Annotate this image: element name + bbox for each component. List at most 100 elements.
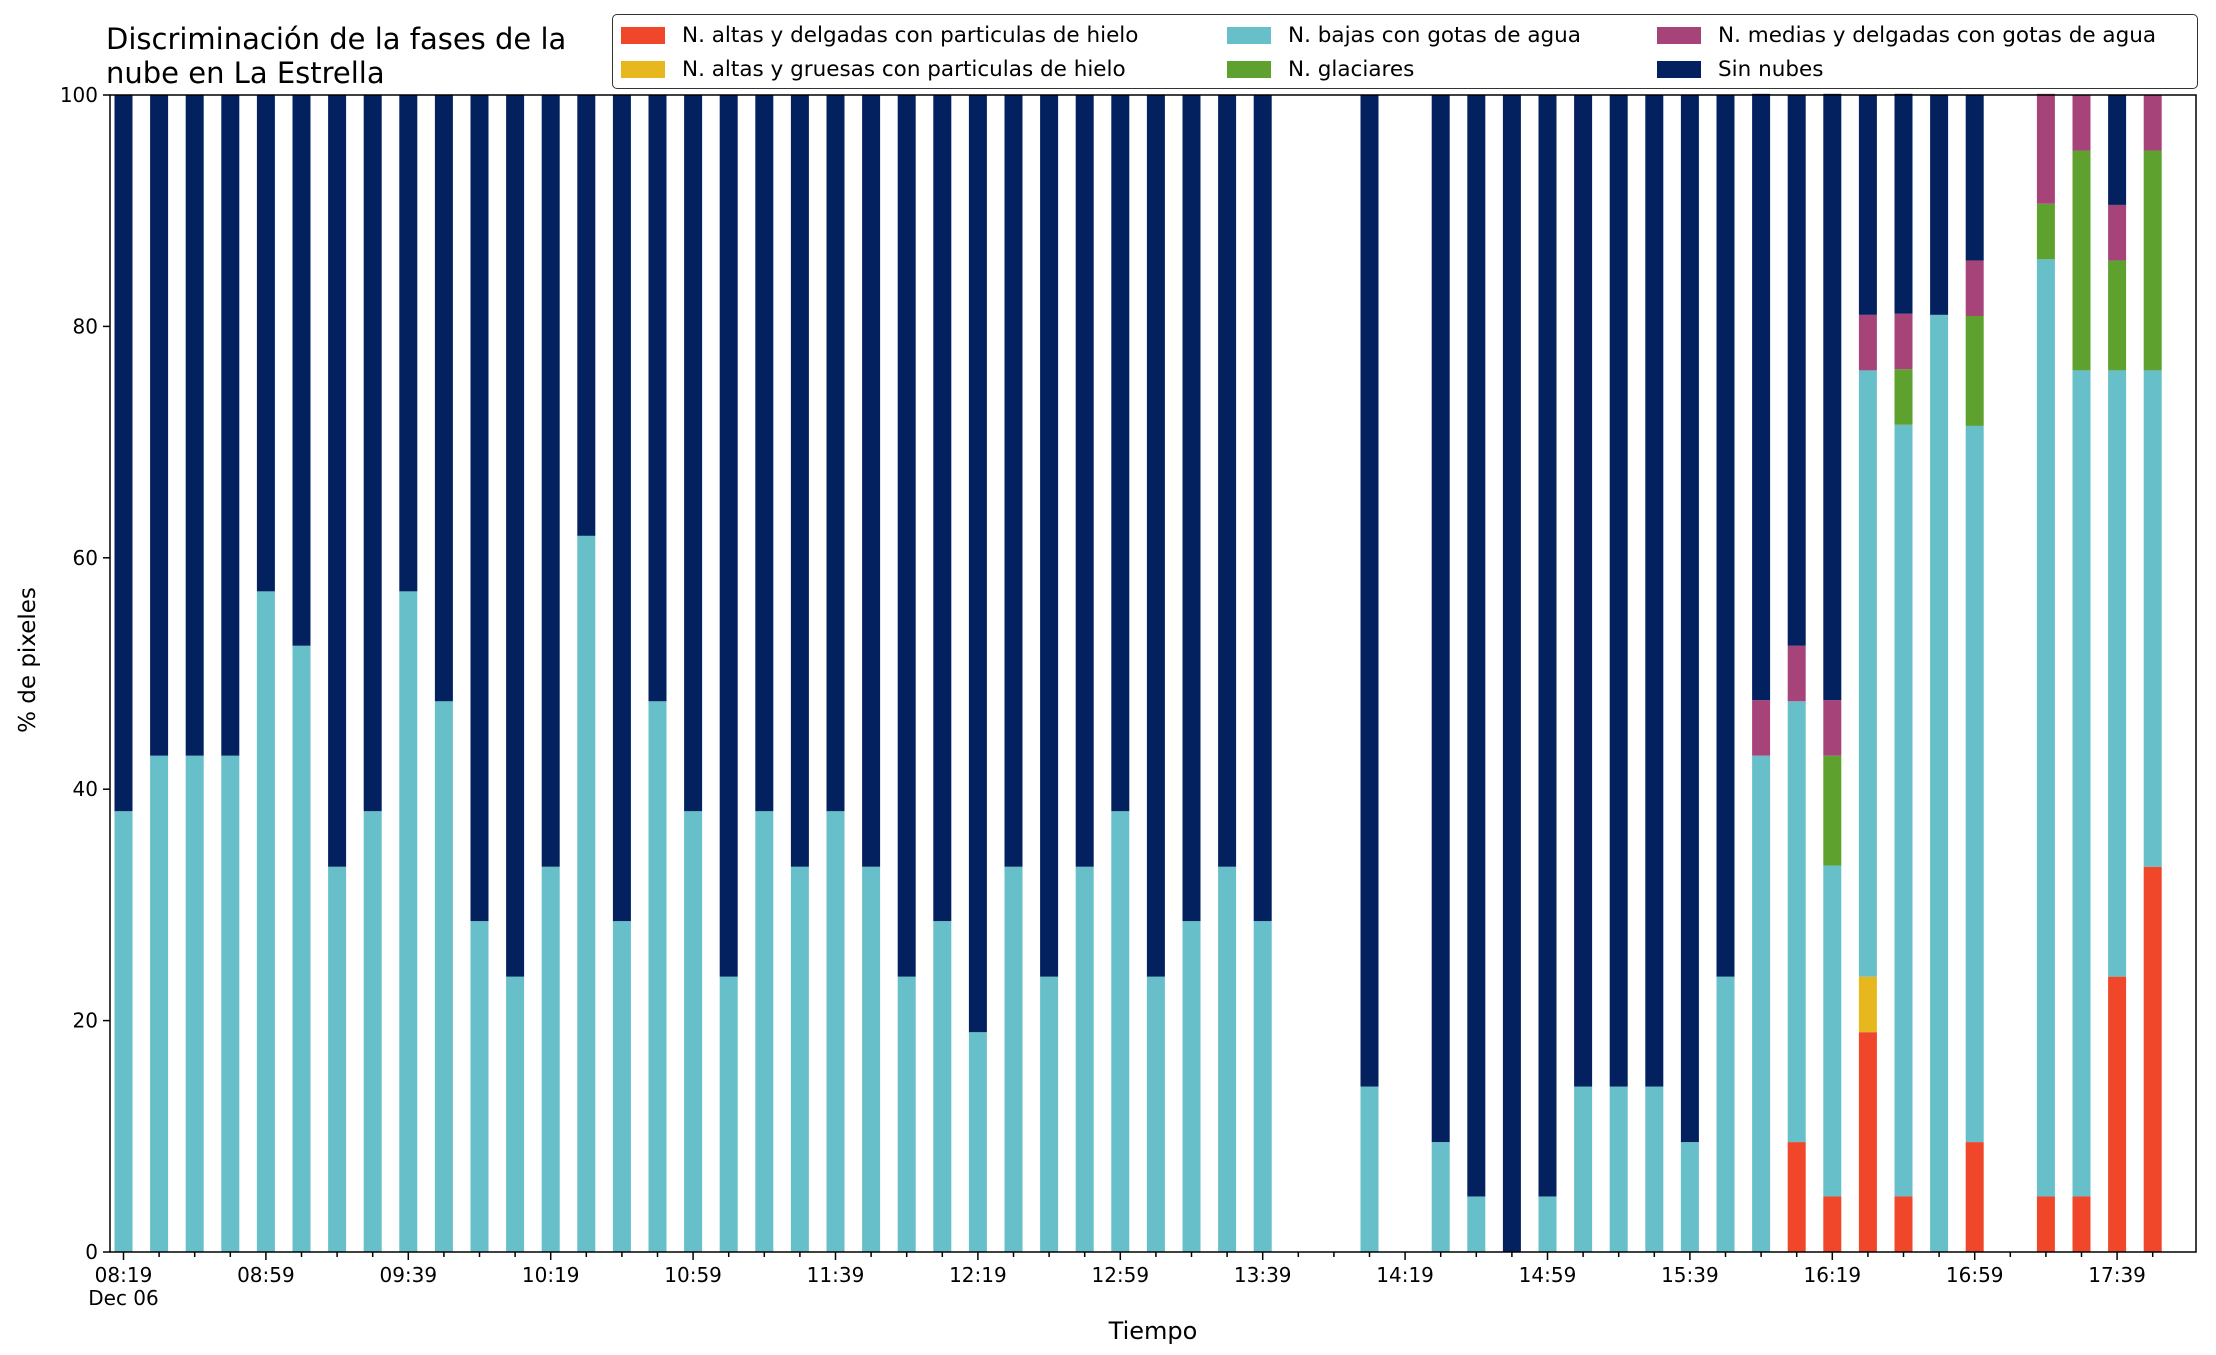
bar-segment bbox=[2036, 93, 2055, 204]
bar-segment bbox=[470, 921, 489, 1252]
bar-segment bbox=[1574, 1086, 1593, 1252]
bar-segment bbox=[1040, 976, 1059, 1252]
bar-segment bbox=[2036, 259, 2055, 1197]
bar-segment bbox=[185, 755, 204, 1252]
bar-segment bbox=[1858, 1032, 1877, 1252]
x-tick-label: 17:39 bbox=[2088, 1263, 2146, 1287]
legend-item-bajas-agua: N. bajas con gotas de agua bbox=[1227, 23, 1581, 48]
bar-segment bbox=[862, 866, 881, 1252]
bar-segment bbox=[150, 95, 169, 756]
legend-item-medias-agua: N. medias y delgadas con gotas de agua bbox=[1657, 23, 2156, 48]
legend-swatch bbox=[1227, 27, 1271, 44]
bar-segment bbox=[2036, 203, 2055, 260]
legend-label: Sin nubes bbox=[1718, 57, 1824, 82]
bar-segment bbox=[363, 811, 382, 1252]
bar-segment bbox=[2108, 204, 2127, 261]
legend-item-sin-nubes: Sin nubes bbox=[1657, 57, 1823, 82]
bar-segment bbox=[256, 591, 275, 1252]
bar-segment bbox=[2108, 976, 2127, 1252]
bar-segment bbox=[2072, 1196, 2091, 1252]
bar-segment bbox=[1787, 701, 1806, 1143]
x-tick-label: 14:19 bbox=[1376, 1263, 1434, 1287]
bar-segment bbox=[1146, 95, 1165, 977]
legend: N. altas y delgadas con particulas de hi… bbox=[612, 14, 2198, 89]
bar-segment bbox=[2072, 150, 2091, 371]
bar-segment bbox=[1787, 645, 1806, 702]
y-tick-label: 60 bbox=[73, 546, 98, 570]
bar-segment bbox=[1075, 866, 1094, 1252]
bar-segment bbox=[1930, 95, 1949, 315]
bar-segment bbox=[1894, 93, 1913, 314]
bar-segment bbox=[968, 1032, 987, 1252]
bar-segment bbox=[1858, 370, 1877, 977]
x-tick-label: 16:19 bbox=[1803, 1263, 1861, 1287]
bar-segment bbox=[1858, 314, 1877, 371]
x-tick-label: 16:59 bbox=[1946, 1263, 2004, 1287]
x-tick-label: 13:39 bbox=[1234, 1263, 1292, 1287]
y-tick-label: 80 bbox=[73, 314, 98, 338]
bar-segment bbox=[933, 95, 952, 922]
bar-segment bbox=[1787, 95, 1806, 646]
bar-segment bbox=[1680, 1142, 1699, 1252]
bar-segment bbox=[1146, 976, 1165, 1252]
bar-segment bbox=[1004, 95, 1023, 867]
bar-segment bbox=[1360, 1086, 1379, 1252]
y-tick-label: 100 bbox=[60, 83, 98, 107]
x-tick-label: 12:59 bbox=[1091, 1263, 1149, 1287]
legend-label: N. medias y delgadas con gotas de agua bbox=[1718, 23, 2157, 48]
x-tick-label: 10:59 bbox=[664, 1263, 722, 1287]
x-tick-label: 09:39 bbox=[379, 1263, 437, 1287]
x-tick-label: 08:59 bbox=[237, 1263, 295, 1287]
bar-segment bbox=[862, 95, 881, 867]
bar-segment bbox=[1965, 425, 1984, 1143]
bar-segment bbox=[897, 976, 916, 1252]
bar-segment bbox=[1716, 976, 1735, 1252]
bar-segment bbox=[114, 811, 133, 1252]
bar-segment bbox=[684, 811, 703, 1252]
x-tick-label: 08:19 bbox=[95, 1263, 153, 1287]
bar-segment bbox=[577, 95, 596, 536]
x-tick-sublabel: Dec 06 bbox=[88, 1286, 159, 1310]
bar-segment bbox=[292, 95, 311, 646]
bar-segment bbox=[826, 811, 845, 1252]
legend-label: N. altas y delgadas con particulas de hi… bbox=[682, 23, 1139, 48]
bar-segment bbox=[1858, 976, 1877, 1033]
bar-segment bbox=[1040, 95, 1059, 977]
bar-segment bbox=[755, 811, 774, 1252]
legend-swatch bbox=[621, 61, 665, 78]
bar-segment bbox=[933, 921, 952, 1252]
bar-segment bbox=[221, 95, 240, 756]
bar-segment bbox=[1075, 95, 1094, 867]
legend-swatch bbox=[1657, 61, 1701, 78]
legend-swatch bbox=[1227, 61, 1271, 78]
bar-segment bbox=[150, 755, 169, 1252]
bar-segment bbox=[648, 701, 667, 1252]
bar-segment bbox=[897, 95, 916, 977]
legend-item-altas-delgadas: N. altas y delgadas con particulas de hi… bbox=[621, 23, 1138, 48]
x-tick-label: 10:19 bbox=[522, 1263, 580, 1287]
bar-segment bbox=[1965, 260, 1984, 316]
bar-segment bbox=[1858, 95, 1877, 315]
x-tick-label: 12:19 bbox=[949, 1263, 1007, 1287]
legend-item-glaciares: N. glaciares bbox=[1227, 57, 1414, 82]
bar-segment bbox=[719, 976, 738, 1252]
bar-segment bbox=[1965, 95, 1984, 261]
bar-segment bbox=[1752, 700, 1771, 756]
bar-segment bbox=[506, 95, 525, 977]
y-axis-label: % de pixeles bbox=[15, 587, 41, 733]
bar-segment bbox=[1680, 95, 1699, 1143]
bar-segment bbox=[1253, 95, 1272, 922]
bar-segment bbox=[612, 95, 631, 922]
bar-segment bbox=[1752, 93, 1771, 701]
legend-swatch bbox=[1657, 27, 1701, 44]
bar-segment bbox=[328, 866, 347, 1252]
bar-segment bbox=[1787, 1142, 1806, 1252]
bar-segment bbox=[1467, 95, 1486, 1197]
bars-layer bbox=[114, 93, 2162, 1253]
x-tick-label: 14:59 bbox=[1519, 1263, 1577, 1287]
bar-segment bbox=[506, 976, 525, 1252]
bar-segment bbox=[1431, 1142, 1450, 1252]
bar-segment bbox=[2143, 150, 2162, 371]
bar-segment bbox=[1004, 866, 1023, 1252]
